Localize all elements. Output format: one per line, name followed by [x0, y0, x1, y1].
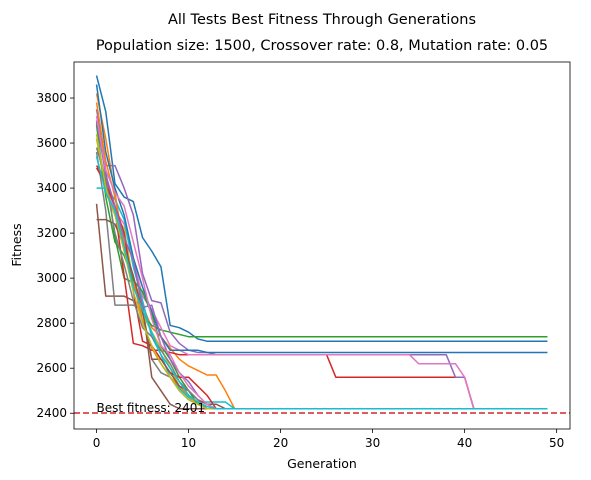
x-tick-label-50: 50 — [549, 436, 564, 450]
x-tick-label-20: 20 — [273, 436, 288, 450]
x-axis-label: Generation — [287, 456, 357, 471]
x-tick-label-40: 40 — [457, 436, 472, 450]
best-fitness-annotation: Best fitness: 2401 — [97, 401, 206, 415]
series-line-3 — [95, 122, 548, 338]
x-tick-label-10: 10 — [181, 436, 196, 450]
axes-group: 0 10 20 30 40 50 2400 2600 2800 3000 3200 3400 3600 3… — [36, 61, 571, 450]
y-tick-label-2400: 2400 — [36, 406, 67, 420]
plot-lines — [95, 75, 548, 410]
y-tick-label-3800: 3800 — [36, 91, 67, 105]
y-tick-label-2600: 2600 — [36, 361, 67, 375]
series-line-20 — [95, 156, 548, 410]
chart-title: All Tests Best Fitness Through Generatio… — [168, 12, 476, 28]
chart-subtitle: Population size: 1500, Crossover rate: 0… — [96, 38, 548, 54]
y-tick-label-2800: 2800 — [36, 316, 67, 330]
series-line-7 — [95, 138, 548, 410]
y-axis-label: Fitness — [9, 223, 24, 266]
y-tick-label-3600: 3600 — [36, 136, 67, 150]
y-tick-label-3200: 3200 — [36, 226, 67, 240]
series-line-11 — [95, 84, 548, 354]
plot-frame — [73, 61, 571, 430]
y-tick-label-3000: 3000 — [36, 271, 67, 285]
x-tick-label-30: 30 — [365, 436, 380, 450]
x-tick-label-0: 0 — [93, 436, 101, 450]
y-tick-label-3400: 3400 — [36, 181, 67, 195]
series-line-1 — [95, 75, 548, 342]
